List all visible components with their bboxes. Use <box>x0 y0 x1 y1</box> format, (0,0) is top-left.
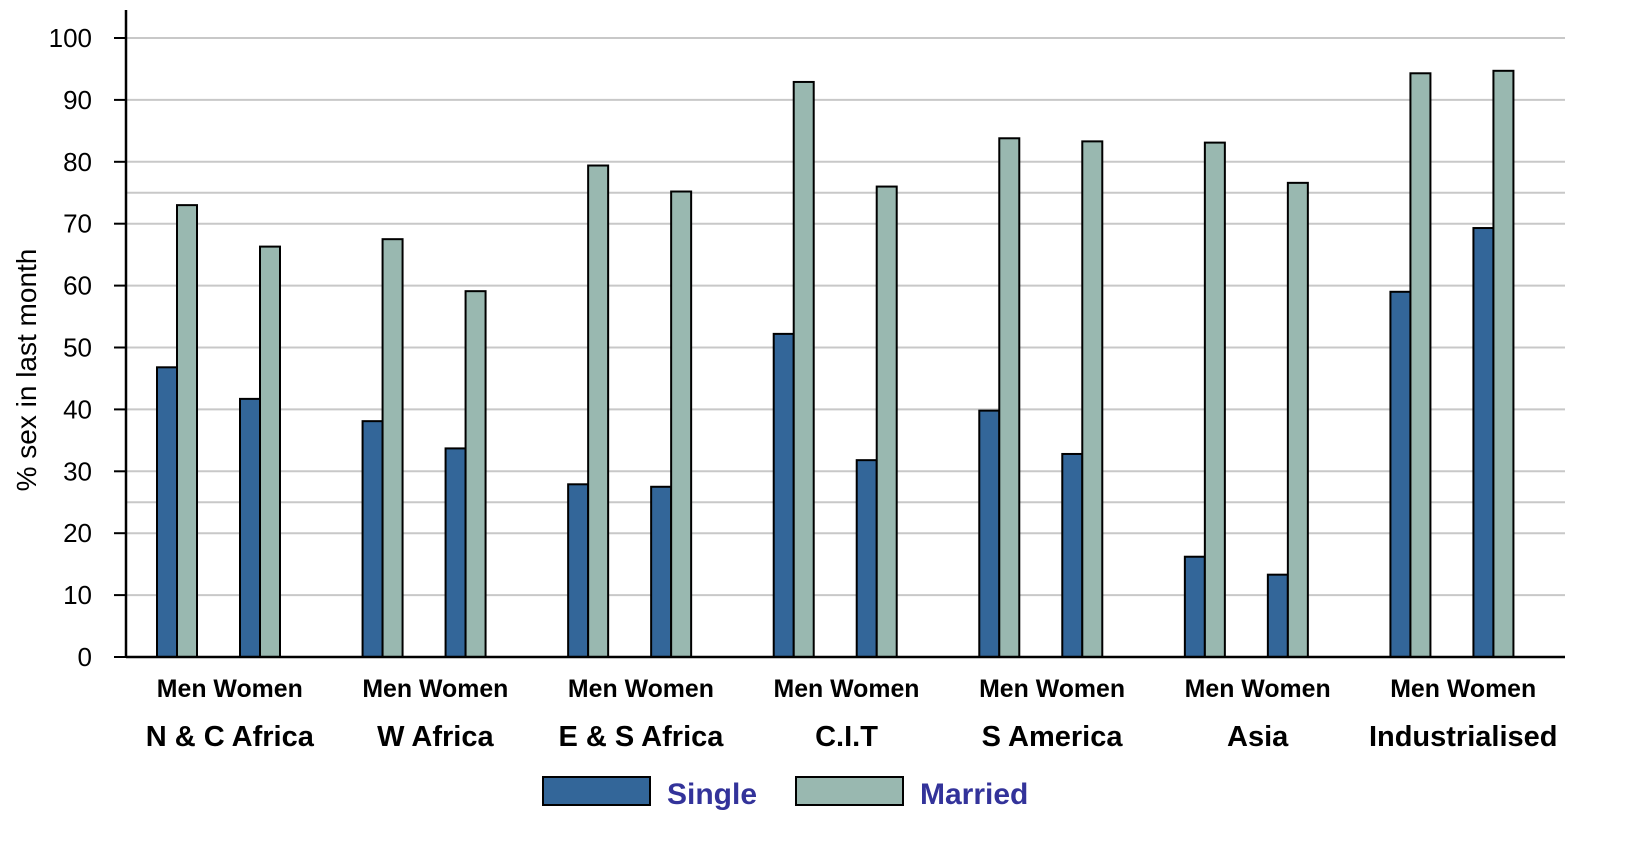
y-tick-label: 80 <box>63 147 92 177</box>
y-tick-label: 60 <box>63 271 92 301</box>
legend-label-single: Single <box>667 778 757 811</box>
bar-married-women <box>1081 140 1104 659</box>
bar-married-women <box>1492 69 1515 658</box>
y-tick-label: 90 <box>63 85 92 115</box>
legend-swatch-married <box>795 776 904 806</box>
bar-married-men <box>792 80 815 659</box>
y-tick-label: 0 <box>78 642 92 672</box>
y-tick-label: 10 <box>63 580 92 610</box>
bar-married-women <box>1286 181 1309 658</box>
bar-single-women <box>1061 452 1084 658</box>
legend-label-married: Married <box>920 778 1028 811</box>
y-tick-label: 30 <box>63 456 92 486</box>
bar-single-women <box>239 397 261 658</box>
subgroup-label: Men Women <box>568 675 714 703</box>
bar-single-men <box>361 420 384 659</box>
subgroup-label: Men Women <box>1185 675 1331 703</box>
group-label: W Africa <box>377 721 494 753</box>
legend: Single Married <box>542 776 1028 811</box>
bar-single-men <box>1183 555 1206 658</box>
gridlines <box>126 37 1565 597</box>
bar-married-men <box>587 164 610 658</box>
x-axis-labels: Men Women N & C Africa Men Women W Africa Me… <box>146 675 1558 753</box>
bar-single-men <box>772 332 795 658</box>
bar-single-men <box>567 483 590 659</box>
bar-single-women <box>1472 227 1495 659</box>
bar-single-men <box>1389 290 1412 658</box>
bar-married-women <box>464 290 487 658</box>
y-tick-label: 50 <box>63 333 92 363</box>
subgroup-label: Men Women <box>157 675 303 703</box>
bar-single-men <box>978 409 1001 658</box>
subgroup-label: Men Women <box>774 675 920 703</box>
group-label: S America <box>982 721 1124 753</box>
y-axis-label: % sex in last month <box>11 249 42 492</box>
bar-single-women <box>1266 573 1289 658</box>
bar-married-men <box>998 137 1021 658</box>
subgroup-label: Men Women <box>362 675 508 703</box>
group-label: Asia <box>1227 721 1289 753</box>
legend-swatch-single <box>542 776 651 806</box>
bar-married-women <box>875 185 898 658</box>
subgroup-label: Men Women <box>979 675 1125 703</box>
bar-married-men <box>176 204 198 658</box>
y-tick-label: 20 <box>63 518 92 548</box>
bar-married-men <box>1409 72 1432 658</box>
bar-single-women <box>650 485 673 658</box>
bar-single-women <box>444 447 467 658</box>
bar-married-men <box>1203 141 1226 658</box>
bar-married-women <box>259 245 281 658</box>
bar-married-men <box>381 238 404 659</box>
bar-married-women <box>670 190 693 658</box>
group-label: Industrialised <box>1369 721 1558 753</box>
bar-single-men <box>156 366 178 658</box>
axes <box>124 10 1565 659</box>
y-axis-ticks: 0 10 20 30 40 50 60 70 80 90 100 <box>49 23 126 672</box>
group-label: N & C Africa <box>146 721 315 753</box>
subgroup-label: Men Women <box>1390 675 1536 703</box>
y-tick-label: 100 <box>49 23 92 53</box>
group-label: E & S Africa <box>558 721 724 753</box>
y-tick-label: 70 <box>63 209 92 239</box>
bars <box>156 69 1515 659</box>
y-tick-label: 40 <box>63 394 92 424</box>
group-label: C.I.T <box>815 721 878 753</box>
bar-single-women <box>855 459 878 658</box>
